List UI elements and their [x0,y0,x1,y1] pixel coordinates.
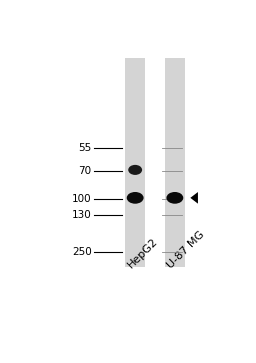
Text: 70: 70 [78,166,92,176]
Ellipse shape [166,192,183,204]
Bar [165,57,185,267]
Text: 55: 55 [78,143,92,154]
Ellipse shape [127,192,144,204]
Text: 130: 130 [72,211,92,220]
Polygon shape [190,192,198,204]
Text: HepG2: HepG2 [126,236,160,270]
Text: U-87 MG: U-87 MG [166,229,207,270]
Ellipse shape [128,165,142,175]
Text: 250: 250 [72,247,92,257]
Bar [125,57,145,267]
Text: 100: 100 [72,194,92,204]
